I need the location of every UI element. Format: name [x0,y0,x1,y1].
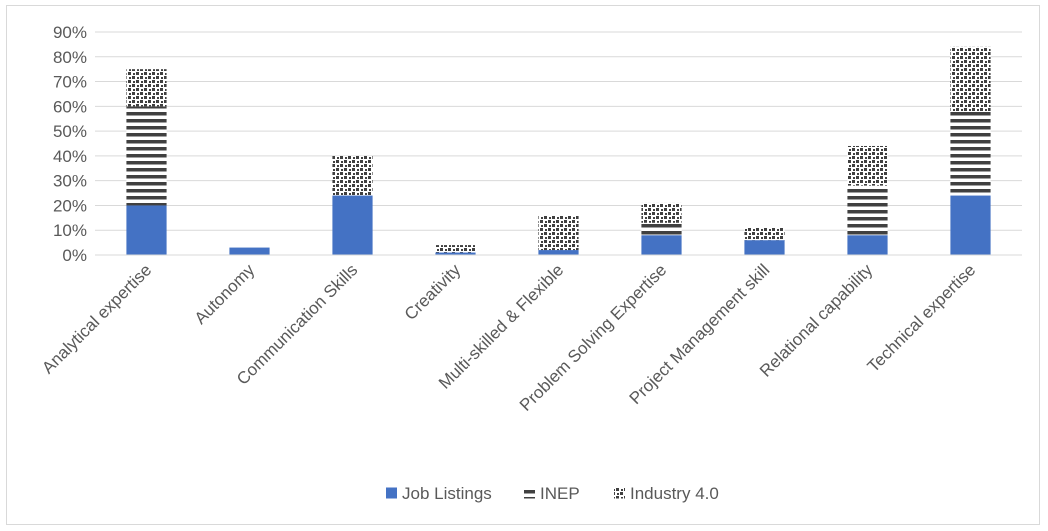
bar-industry-4-0-8 [950,46,991,112]
legend-label: Industry 4.0 [630,484,719,503]
bar-industry-4-0-3 [435,245,476,253]
y-tick-label: 30% [53,172,87,191]
x-tick-label: Analytical expertise [38,260,155,377]
bar-industry-4-0-5 [641,202,682,223]
x-tick-label: Relational capability [756,260,877,381]
x-tick-label: Creativity [401,260,465,324]
bar-job-listings-5 [641,235,682,255]
y-tick-label: 20% [53,196,87,215]
y-tick-label: 60% [53,97,87,116]
bars [126,46,991,255]
x-tick-label: Autonomy [191,260,259,328]
y-tick-label: 90% [53,23,87,42]
y-tick-label: 70% [53,73,87,92]
bar-inep-8 [950,111,991,196]
bar-inep-7 [847,185,888,236]
x-tick-label: Technical expertise [864,260,980,376]
bar-inep-5 [641,222,682,236]
legend-swatch [614,487,625,499]
bar-job-listings-7 [847,235,888,255]
bar-job-listings-0 [126,205,167,255]
legend-swatch [386,487,397,499]
legend-label: INEP [540,484,580,503]
y-tick-label: 0% [62,246,87,265]
bar-industry-4-0-4 [538,215,579,251]
bar-job-listings-3 [435,252,476,255]
x-axis-category-labels: Analytical expertise AutonomyCommunicatio… [38,260,979,415]
y-axis-tick-labels: 0% 10% 20% 30% 40% 50% 60% 70% 80% 90% [53,23,87,265]
bar-job-listings-6 [744,240,785,255]
legend-swatch [524,487,535,499]
bar-industry-4-0-7 [847,145,888,186]
y-tick-label: 10% [53,221,87,240]
bar-inep-0 [126,106,167,206]
bar-job-listings-2 [332,195,373,255]
bar-industry-4-0-6 [744,227,785,241]
bar-job-listings-1 [229,247,270,255]
legend-label: Job Listings [402,484,492,503]
legend: Job Listings INEP Industry 4.0 [386,484,719,503]
bar-job-listings-4 [538,250,579,255]
bar-industry-4-0-0 [126,69,167,107]
bar-job-listings-8 [950,195,991,255]
bar-industry-4-0-2 [332,155,373,196]
y-tick-label: 40% [53,147,87,166]
y-tick-label: 50% [53,122,87,141]
chart-frame [6,5,1040,525]
y-tick-label: 80% [53,48,87,67]
